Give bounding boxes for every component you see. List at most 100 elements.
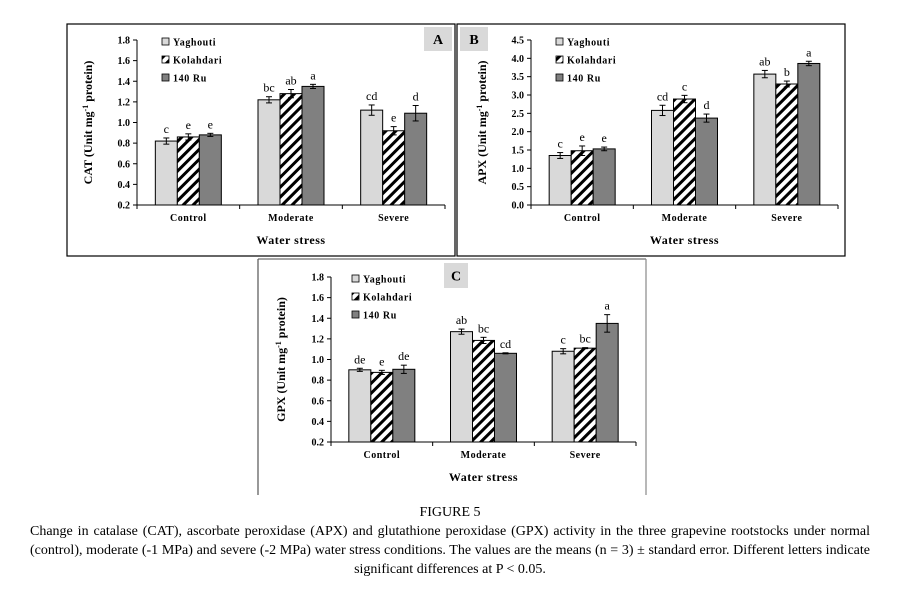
y-tick-label: 1.8: [312, 273, 325, 284]
y-axis-title: APX (Unit mg-1 protein): [475, 60, 490, 184]
y-tick-label: 4.0: [512, 54, 525, 65]
legend-swatch-kolahdari: [351, 292, 360, 301]
panel-label-box: [444, 263, 468, 288]
bar-140-ru-moderate: [494, 352, 517, 443]
y-tick-label: 1.5: [512, 146, 525, 157]
legend-swatch-yaghouti: [555, 37, 564, 46]
x-category-label: Severe: [378, 213, 409, 224]
y-tick-label: 0.0: [512, 201, 525, 212]
panel-label: C: [451, 270, 461, 285]
bar-140-ru-severe: [797, 62, 821, 206]
significance-letter: cd: [500, 337, 511, 351]
figure-label: FIGURE 5: [419, 505, 481, 520]
bar-kolahdari-control: [570, 150, 594, 206]
bar-kolahdari-severe: [573, 347, 597, 443]
significance-letter: a: [806, 45, 812, 59]
significance-letter: ab: [285, 74, 296, 88]
legend-swatch-140-ru: [351, 310, 360, 319]
x-category-label: Severe: [570, 450, 601, 461]
y-tick-label: 0.2: [312, 438, 325, 449]
y-tick-label: 0.2: [118, 201, 131, 212]
panel-label: A: [433, 33, 444, 48]
legend-label: 140 Ru: [363, 311, 397, 322]
x-axis-title: Water stress: [256, 233, 325, 247]
bar-kolahdari-severe: [382, 130, 406, 206]
legend-label: 140 Ru: [567, 74, 601, 85]
bar-kolahdari-control: [176, 136, 200, 206]
bar-kolahdari-moderate: [472, 339, 495, 443]
panel-label-box: [460, 27, 488, 51]
significance-letter: e: [602, 131, 607, 145]
bar-kolahdari-severe: [775, 83, 799, 206]
legend-swatch-kolahdari: [555, 55, 564, 64]
bar-yaghouti-control: [154, 140, 178, 206]
significance-letter: c: [164, 122, 169, 136]
y-tick-label: 1.0: [118, 118, 131, 129]
significance-letter: a: [310, 68, 316, 82]
bar-140-ru-moderate: [301, 85, 325, 206]
legend-label: Kolahdari: [173, 56, 222, 67]
y-tick-label: 0.6: [118, 159, 131, 170]
significance-letter: e: [580, 130, 585, 144]
significance-letter: b: [784, 65, 790, 79]
panel-label-box: [424, 27, 452, 51]
bar-kolahdari-moderate: [673, 98, 696, 206]
x-category-label: Control: [364, 450, 401, 461]
y-tick-label: 1.4: [118, 77, 131, 88]
bar-yaghouti-severe: [360, 109, 384, 206]
figure-caption-block: FIGURE 5 Change in catalase (CAT), ascor…: [30, 503, 870, 579]
x-axis-title: Water stress: [650, 233, 719, 247]
y-tick-label: 2.0: [512, 127, 525, 138]
y-tick-label: 4.5: [512, 36, 525, 47]
y-tick-label: 1.2: [118, 97, 131, 108]
bar-yaghouti-severe: [551, 350, 575, 443]
x-category-label: Moderate: [461, 450, 507, 461]
significance-letter: bc: [580, 332, 591, 346]
panel-border: [66, 23, 456, 257]
panel-label: B: [469, 33, 478, 48]
x-category-label: Control: [170, 213, 207, 224]
significance-letter: c: [561, 333, 566, 347]
significance-letter: e: [391, 111, 396, 125]
significance-letter: cd: [657, 89, 668, 103]
x-category-label: Control: [564, 213, 601, 224]
panel-border: [456, 23, 846, 257]
chart-panel-a: A 0.2 0.4 0.6 0.8 1.0 1.2 1.4 1.6 1.8 Control c e e Mo…: [66, 23, 456, 257]
significance-letter: cd: [366, 89, 377, 103]
bar-140-ru-control: [592, 148, 616, 206]
bar-kolahdari-control: [370, 371, 394, 443]
y-axis-title: CAT (Unit mg-1 protein): [81, 61, 96, 185]
bar-140-ru-control: [392, 368, 416, 443]
significance-letter: d: [413, 89, 419, 103]
x-category-label: Moderate: [662, 213, 708, 224]
bar-140-ru-severe: [404, 112, 428, 206]
chart-panel-b: B 0.0 0.5 1.0 1.5 2.0 2.5 3.0 3.5 4.0 4.5 Control c e…: [456, 23, 846, 257]
y-tick-label: 1.2: [312, 334, 325, 345]
y-tick-label: 1.0: [312, 355, 325, 366]
significance-letter: e: [208, 117, 213, 131]
legend-swatch-yaghouti: [161, 37, 170, 46]
significance-letter: a: [605, 299, 611, 313]
bar-yaghouti-control: [548, 155, 572, 206]
y-tick-label: 2.5: [512, 109, 525, 120]
bar-kolahdari-moderate: [279, 93, 303, 206]
significance-letter: bc: [263, 81, 274, 95]
bar-yaghouti-control: [348, 369, 372, 443]
legend-label: Yaghouti: [567, 38, 610, 49]
bar-yaghouti-moderate: [450, 331, 473, 443]
y-tick-label: 1.6: [118, 56, 131, 67]
significance-letter: ab: [759, 54, 770, 68]
bar-140-ru-moderate: [695, 117, 718, 206]
y-tick-label: 1.8: [118, 36, 131, 47]
bar-140-ru-severe: [595, 322, 619, 443]
figure-caption: Change in catalase (CAT), ascorbate pero…: [30, 524, 870, 577]
legend-label: Kolahdari: [363, 293, 412, 304]
x-axis-title: Water stress: [449, 470, 518, 484]
x-category-label: Moderate: [268, 213, 314, 224]
y-axis-title: GPX (Unit mg-1 protein): [274, 297, 289, 422]
significance-letter: de: [398, 349, 409, 363]
y-tick-label: 3.5: [512, 72, 525, 83]
significance-letter: bc: [478, 321, 489, 335]
legend-label: Yaghouti: [173, 38, 216, 49]
